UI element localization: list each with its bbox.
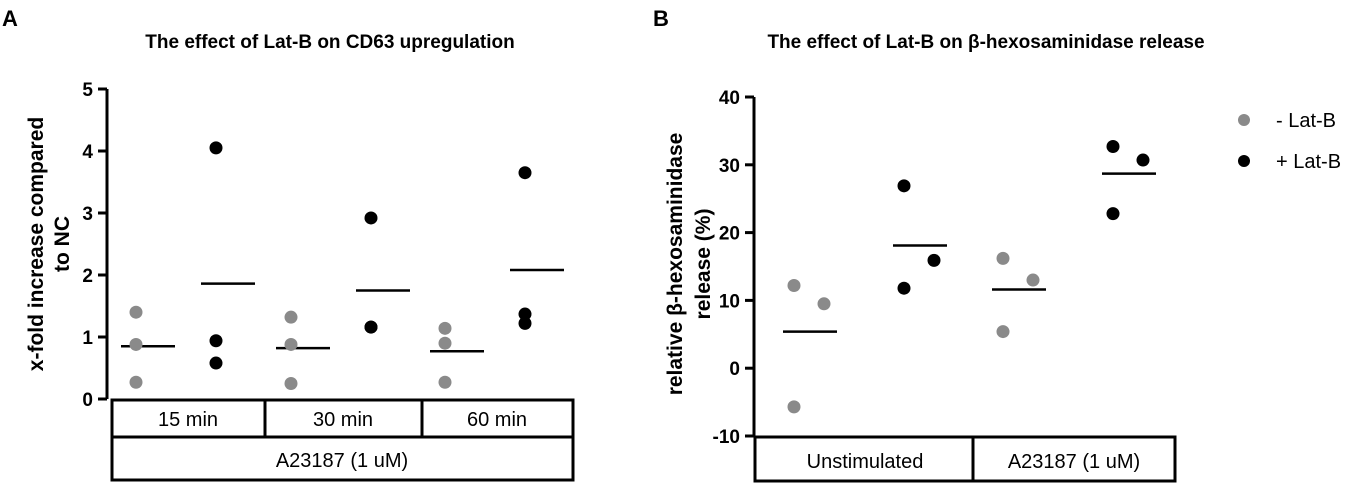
panel-a-data-point bbox=[364, 320, 378, 334]
legend-label-minus-latb: - Lat-B bbox=[1276, 110, 1336, 132]
panel-a-data-point bbox=[438, 321, 452, 335]
panel-b-data-point bbox=[1106, 207, 1120, 221]
panel-a-data-point bbox=[209, 356, 223, 370]
panel-a-data-point bbox=[209, 141, 223, 155]
panel-b-y-tick-label: 40 bbox=[719, 88, 740, 109]
panel-a-y-tick-label: 4 bbox=[82, 142, 93, 163]
panel-b-ylabel-line2: release (%) bbox=[692, 209, 715, 320]
panel-b-y-tick-label: 20 bbox=[719, 224, 740, 245]
panel-a-data-point bbox=[364, 211, 378, 225]
panel-a-ylabel-line1: x-fold increase compared bbox=[25, 117, 48, 371]
panel-b-y-tick-label: 0 bbox=[729, 359, 740, 380]
panel-b-y-tick-label: 30 bbox=[719, 156, 740, 177]
panel-b-data-point bbox=[1026, 273, 1040, 287]
panel-a-title: The effect of Lat-B on CD63 upregulation bbox=[145, 32, 514, 53]
panel-a-y-tick-label: 5 bbox=[82, 80, 93, 101]
panel-a-y-tick-label: 1 bbox=[82, 328, 93, 349]
panel-b-label: B bbox=[653, 6, 669, 31]
panel-b-plot-area: -10 0 10 20 30 40 bbox=[713, 88, 1156, 448]
panel-b-data-point bbox=[1106, 139, 1120, 153]
panel-b-data-point bbox=[817, 297, 831, 311]
panel-b-data-point bbox=[897, 281, 911, 295]
panel-b-group-label: A23187 (1 uM) bbox=[1008, 451, 1140, 473]
panel-b-data-point bbox=[927, 253, 941, 267]
panel-a-group-label: 30 min bbox=[313, 409, 373, 431]
legend-swatch-minus-latb bbox=[1238, 114, 1250, 126]
panel-a-y-tick-label: 3 bbox=[82, 204, 93, 225]
panel-b-y-tick-label: -10 bbox=[713, 427, 740, 448]
panel-a-plot-area: 0 1 2 3 4 5 bbox=[82, 80, 564, 411]
panel-a-data-point bbox=[518, 316, 532, 330]
panel-a-data-point bbox=[518, 307, 532, 321]
panel-b-data-point bbox=[996, 251, 1010, 265]
panel-a-data-point bbox=[284, 310, 298, 324]
panel-a-category-box bbox=[110, 398, 575, 482]
legend-swatch-plus-latb bbox=[1238, 155, 1250, 167]
panel-a-data-point bbox=[129, 337, 143, 351]
panel-a-data-point bbox=[129, 305, 143, 319]
panel-a-group-label: 60 min bbox=[467, 409, 527, 431]
panel-a-y-tick-label: 0 bbox=[82, 390, 93, 411]
panel-b-category-box bbox=[753, 435, 1177, 483]
panel-a-ylabel-line2: to NC bbox=[51, 216, 74, 272]
panel-a-data-point bbox=[284, 337, 298, 351]
panel-a-y-tick-label: 2 bbox=[82, 266, 93, 287]
panel-b-data-point bbox=[787, 400, 801, 414]
panel-a-treatment-label: A23187 (1 uM) bbox=[276, 450, 408, 472]
panel-b-y-tick-label: 10 bbox=[719, 291, 740, 312]
legend-label-plus-latb: + Lat-B bbox=[1276, 151, 1341, 173]
panel-b-group-label: Unstimulated bbox=[807, 451, 924, 473]
panel-a-label: A bbox=[2, 6, 18, 31]
panel-a-data-point bbox=[129, 375, 143, 389]
panel-a-data-point bbox=[518, 166, 532, 180]
panel-a-data-point bbox=[284, 377, 298, 390]
panel-b-data-point bbox=[996, 325, 1010, 339]
panel-b-data-point bbox=[897, 179, 911, 193]
panel-b-data-point bbox=[1136, 153, 1150, 167]
panel-a-data-point bbox=[438, 375, 452, 389]
panel-b-data-point bbox=[787, 278, 801, 292]
panel-a-group-label: 15 min bbox=[158, 409, 218, 431]
panel-a-data-point bbox=[438, 336, 452, 350]
panel-a-data-point bbox=[209, 334, 223, 348]
panel-b-ylabel-line1: relative β-hexosaminidase bbox=[664, 133, 687, 396]
panel-b-title: The effect of Lat-B on β-hexosaminidase … bbox=[767, 32, 1204, 53]
